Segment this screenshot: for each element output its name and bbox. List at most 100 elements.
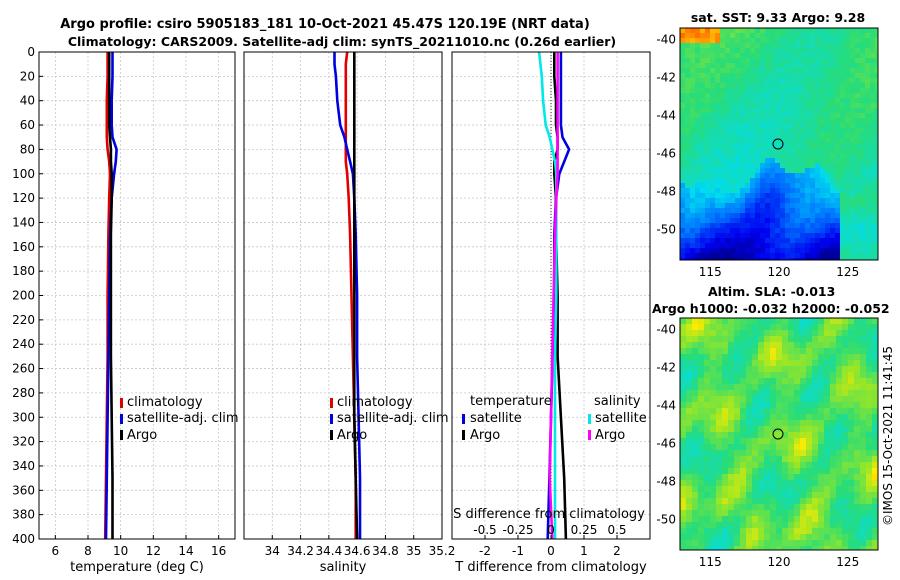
sst-cell — [785, 33, 791, 39]
sst-cell — [765, 223, 771, 229]
sst-cell — [695, 183, 701, 189]
sla-cell — [842, 450, 849, 457]
sst-cell — [705, 28, 711, 34]
sla-cell — [866, 444, 873, 451]
sst-cell — [710, 73, 716, 79]
sst-cell — [795, 168, 801, 174]
sla-cell — [686, 444, 693, 451]
sst-cell — [685, 233, 691, 239]
sla-cell — [788, 408, 795, 415]
sst-cell — [825, 98, 831, 104]
sla-cell — [728, 402, 735, 409]
sla-cell — [710, 390, 717, 397]
sst-cell — [705, 113, 711, 119]
sla-cell — [740, 384, 747, 391]
sst-cell — [845, 73, 851, 79]
sst-cell — [730, 38, 736, 44]
sst-cell — [715, 228, 721, 234]
sst-cell — [805, 158, 811, 164]
sla-cell — [836, 540, 843, 547]
sst-cell — [785, 223, 791, 229]
sla-cell — [800, 360, 807, 367]
sla-cell — [842, 438, 849, 445]
sla-cell — [770, 510, 777, 517]
sla-cell — [734, 504, 741, 511]
sst-cell — [695, 148, 701, 154]
sst-cell — [750, 173, 756, 179]
sla-cell — [698, 498, 705, 505]
sla-cell — [818, 396, 825, 403]
sst-cell — [785, 238, 791, 244]
sla-cell — [710, 498, 717, 505]
sst-cell — [705, 203, 711, 209]
sst-cell — [740, 48, 746, 54]
sla-cell — [824, 486, 831, 493]
sst-cell — [765, 93, 771, 99]
sla-cell — [686, 498, 693, 505]
sla-cell — [866, 432, 873, 439]
sst-cell — [860, 43, 866, 49]
sst-cell — [805, 238, 811, 244]
sst-cell — [850, 63, 856, 69]
sla-cell — [812, 402, 819, 409]
sst-cell — [820, 113, 826, 119]
sla-cell — [716, 414, 723, 421]
sst-cell — [805, 123, 811, 129]
sst-cell — [685, 258, 691, 260]
sst-cell — [690, 198, 696, 204]
sst-cell — [860, 203, 866, 209]
sla-cell — [866, 498, 873, 505]
sst-cell — [755, 128, 761, 134]
sst-cell — [730, 208, 736, 214]
sst-cell — [825, 183, 831, 189]
sst-cell — [805, 163, 811, 169]
sst-cell — [820, 228, 826, 234]
sst-cell — [790, 108, 796, 114]
sst-cell — [790, 38, 796, 44]
sst-cell — [795, 48, 801, 54]
sla-cell — [746, 498, 753, 505]
sst-cell — [770, 258, 776, 260]
sla-cell — [854, 342, 861, 349]
sla-cell — [818, 366, 825, 373]
sla-cell — [752, 414, 759, 421]
sst-cell — [750, 253, 756, 259]
sla-cell — [872, 336, 878, 343]
sla-cell — [716, 342, 723, 349]
sst-cell — [820, 48, 826, 54]
sla-cell — [842, 462, 849, 469]
sst-cell — [865, 133, 871, 139]
sst-cell — [830, 83, 836, 89]
sst-cell — [740, 178, 746, 184]
sst-cell — [730, 133, 736, 139]
sst-cell — [745, 88, 751, 94]
legend-title-salinity: salinity — [594, 394, 641, 409]
sla-cell — [788, 468, 795, 475]
sst-cell — [730, 143, 736, 149]
sst-cell — [875, 228, 878, 234]
sst-cell — [795, 158, 801, 164]
x-tick-label: -2 — [479, 544, 491, 558]
sst-cell — [770, 78, 776, 84]
sst-cell — [870, 243, 876, 249]
sla-cell — [764, 522, 771, 529]
sla-cell — [680, 384, 687, 391]
x-axis-label: salinity — [320, 560, 367, 575]
x-tick-label: 6 — [52, 544, 60, 558]
sla-cell — [710, 492, 717, 499]
sst-cell — [785, 143, 791, 149]
x-tick-label: 35.2 — [429, 544, 456, 558]
sst-cell — [835, 113, 841, 119]
sst-cell — [760, 123, 766, 129]
sla-cell — [746, 408, 753, 415]
sla-cell — [854, 438, 861, 445]
sst-cell — [755, 223, 761, 229]
sst-cell — [845, 128, 851, 134]
sla-cell — [800, 324, 807, 331]
sst-cell — [720, 188, 726, 194]
sst-cell — [775, 143, 781, 149]
series-line — [107, 52, 114, 539]
sla-cell — [842, 324, 849, 331]
sla-cell — [746, 426, 753, 433]
sst-cell — [765, 213, 771, 219]
